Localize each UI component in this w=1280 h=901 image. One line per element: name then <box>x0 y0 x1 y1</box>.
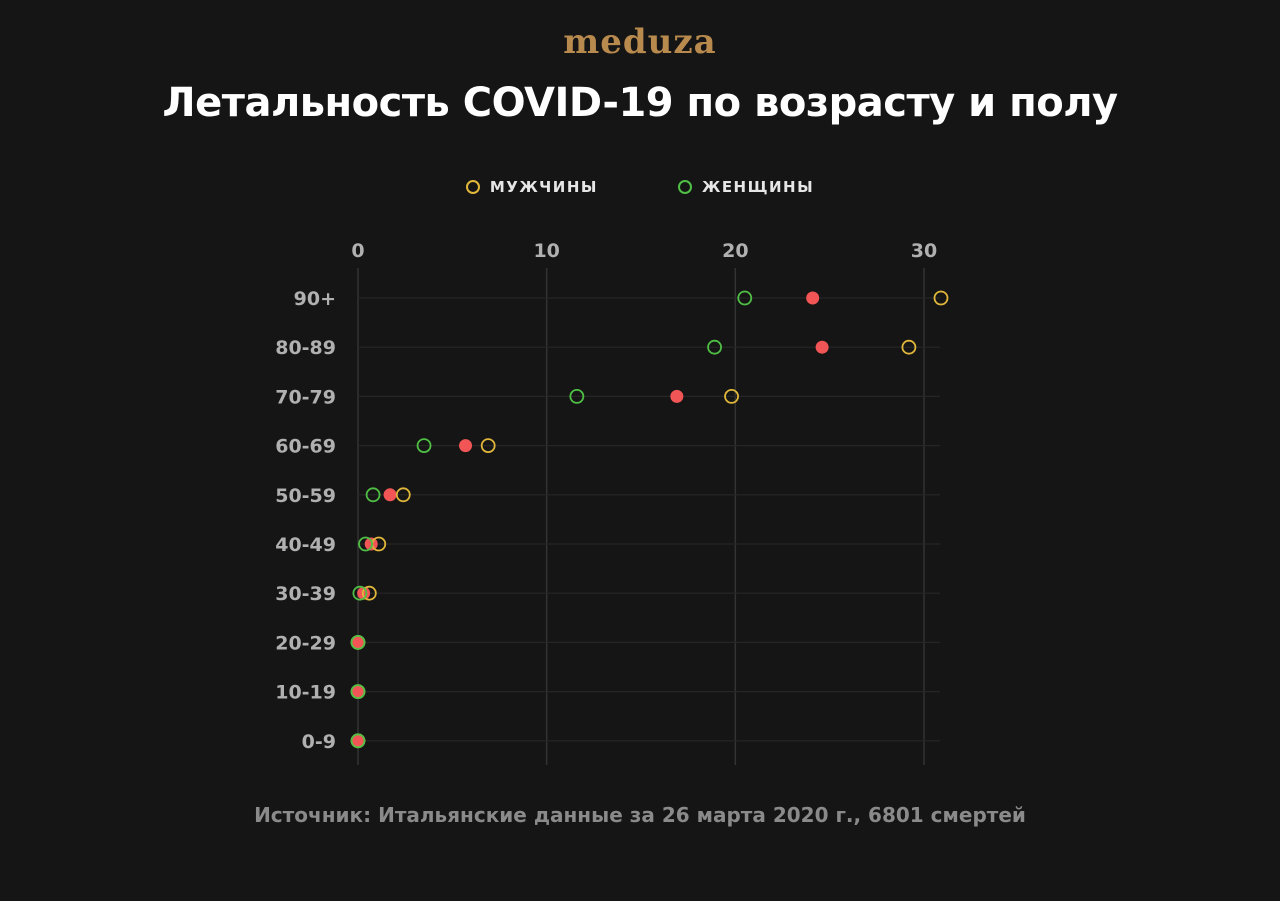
point-overall-1 <box>815 340 829 354</box>
legend-item-women: ЖЕНЩИНЫ <box>677 178 815 196</box>
brand-logo: meduza <box>563 22 717 62</box>
source-note: Источник: Итальянские данные за 26 марта… <box>254 803 1026 827</box>
y-tick-label: 10-19 <box>275 682 336 704</box>
y-tick-label: 90+ <box>294 288 336 310</box>
point-overall-3 <box>459 439 473 453</box>
point-men-3 <box>480 438 496 454</box>
y-tick-label: 70-79 <box>275 386 336 408</box>
y-tick-label: 40-49 <box>275 534 336 556</box>
point-men-4 <box>395 487 411 503</box>
point-women-4 <box>365 487 381 503</box>
point-women-2 <box>569 388 585 404</box>
y-tick-label: 60-69 <box>275 436 336 458</box>
legend-men-label: МУЖЧИНЫ <box>489 178 598 196</box>
point-overall-0 <box>806 291 820 305</box>
legend-women-circle-icon <box>677 180 692 194</box>
y-tick-label: 80-89 <box>275 337 336 359</box>
point-women-3 <box>416 438 432 454</box>
legend-women-label: ЖЕНЩИНЫ <box>701 178 815 196</box>
point-men-2 <box>724 388 739 404</box>
y-tick-label: 50-59 <box>275 485 336 507</box>
legend-men-circle-icon <box>465 180 480 194</box>
y-tick-label: 30-39 <box>275 583 336 605</box>
point-men-1 <box>901 339 917 355</box>
point-women-1 <box>707 339 722 355</box>
point-men-6 <box>361 585 377 601</box>
x-tick-label: 30 <box>911 240 937 262</box>
point-overall-7 <box>351 635 365 649</box>
legend-item-men: МУЖЧИНЫ <box>465 178 598 196</box>
chart-title: Летальность COVID-19 по возрасту и полу <box>162 80 1118 126</box>
point-women-8 <box>350 684 366 699</box>
point-women-6 <box>352 585 368 601</box>
y-tick-label: 20-29 <box>275 632 336 654</box>
point-overall-4 <box>383 488 397 502</box>
y-tick-label: 0-9 <box>302 731 336 753</box>
point-women-9 <box>350 733 366 749</box>
x-tick-label: 0 <box>351 240 364 262</box>
point-women-5 <box>358 536 373 552</box>
legend: МУЖЧИНЫ ЖЕНЩИНЫ <box>0 178 1280 196</box>
x-tick-label: 10 <box>533 240 559 262</box>
point-overall-9 <box>351 734 365 748</box>
point-women-7 <box>350 635 366 650</box>
point-overall-8 <box>351 685 365 699</box>
point-men-0 <box>933 290 949 306</box>
point-women-0 <box>737 290 753 306</box>
point-overall-2 <box>670 389 684 403</box>
x-tick-label: 20 <box>722 240 748 262</box>
